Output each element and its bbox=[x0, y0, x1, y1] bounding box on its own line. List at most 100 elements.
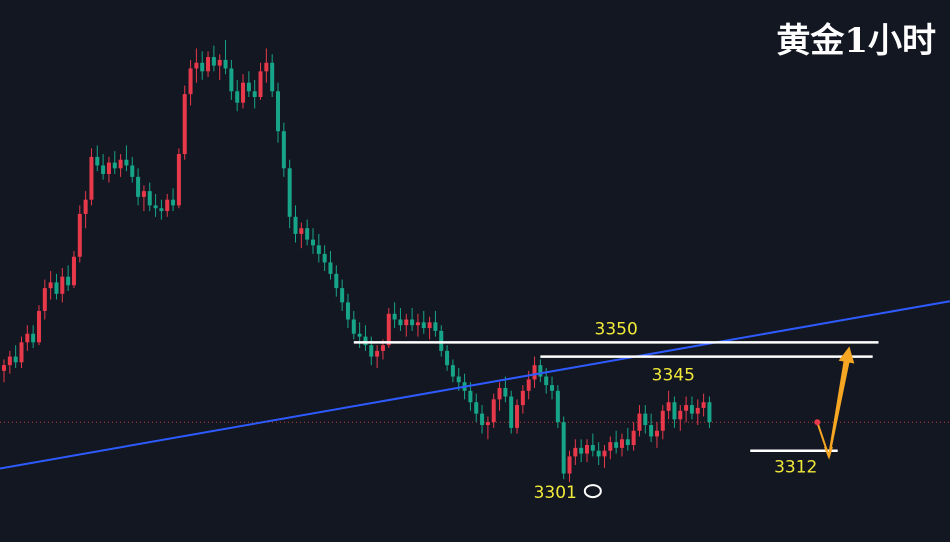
candle bbox=[176, 148, 181, 209]
candle-body bbox=[25, 333, 30, 343]
candle-body bbox=[602, 450, 607, 457]
low-marker-circle bbox=[583, 484, 602, 499]
candle bbox=[252, 79, 257, 109]
candle-body bbox=[631, 430, 636, 446]
candle-body bbox=[550, 385, 555, 391]
candle-body bbox=[264, 62, 269, 72]
candle bbox=[567, 450, 572, 483]
candle-body bbox=[386, 313, 391, 346]
candle bbox=[95, 145, 100, 172]
candle-body bbox=[334, 273, 339, 289]
candle bbox=[404, 313, 409, 337]
candle-body bbox=[136, 176, 141, 197]
candles-layer bbox=[2, 39, 712, 483]
candle bbox=[293, 205, 298, 243]
candle bbox=[287, 159, 292, 229]
candle-body bbox=[573, 447, 578, 457]
candle bbox=[188, 59, 193, 106]
candle bbox=[602, 445, 607, 468]
candle bbox=[515, 399, 520, 434]
candle-body bbox=[666, 402, 671, 411]
candle bbox=[241, 74, 246, 109]
candle bbox=[130, 156, 135, 183]
candle-body bbox=[351, 319, 356, 334]
candle bbox=[590, 433, 595, 457]
candle-body bbox=[165, 199, 170, 212]
candle bbox=[585, 439, 589, 463]
candle-body bbox=[83, 199, 88, 214]
candle bbox=[491, 393, 496, 428]
candle-body bbox=[480, 413, 485, 426]
candle bbox=[54, 273, 59, 300]
candle bbox=[666, 390, 671, 420]
candle bbox=[42, 279, 47, 320]
candle-body bbox=[637, 413, 642, 431]
candle-body bbox=[36, 310, 41, 343]
candle bbox=[118, 154, 123, 177]
candle-body bbox=[229, 68, 234, 92]
chart-title: 黄金1小时 bbox=[776, 21, 936, 61]
candle bbox=[450, 359, 455, 383]
levels-layer: 3350 3345 3312 bbox=[353, 319, 879, 478]
candle bbox=[351, 310, 356, 340]
candle bbox=[2, 359, 6, 383]
candle-body bbox=[299, 228, 304, 234]
candle bbox=[13, 345, 18, 368]
candle-body bbox=[322, 253, 327, 263]
candle-body bbox=[118, 159, 123, 169]
candle bbox=[392, 302, 397, 329]
candle bbox=[334, 265, 339, 297]
candle-body bbox=[596, 450, 601, 457]
candle-body bbox=[375, 350, 380, 357]
candle-body bbox=[427, 322, 432, 329]
candle-body bbox=[491, 399, 496, 423]
candle bbox=[200, 51, 205, 80]
candle-body bbox=[660, 410, 665, 431]
candle-body bbox=[130, 165, 135, 177]
candle bbox=[398, 308, 403, 331]
candle-body bbox=[71, 256, 76, 286]
candle bbox=[660, 405, 665, 440]
candle bbox=[66, 265, 71, 291]
candle bbox=[427, 316, 432, 340]
candle-body bbox=[643, 413, 648, 426]
candle bbox=[573, 439, 578, 465]
candle-body bbox=[13, 356, 18, 363]
candle bbox=[532, 356, 537, 388]
candle-body bbox=[585, 445, 589, 454]
current-price-dot bbox=[814, 419, 821, 426]
candle bbox=[439, 325, 444, 357]
candle-body bbox=[509, 396, 514, 428]
candle bbox=[136, 168, 141, 206]
candle bbox=[7, 350, 12, 374]
candle-body bbox=[701, 402, 706, 408]
candle-body bbox=[474, 402, 479, 414]
candle-body bbox=[310, 239, 315, 246]
candle bbox=[31, 325, 36, 349]
candle-body bbox=[532, 365, 537, 380]
candle-body bbox=[649, 425, 654, 437]
candle-body bbox=[485, 422, 490, 426]
candle-body bbox=[684, 405, 689, 411]
candle bbox=[194, 48, 199, 83]
candle-body bbox=[2, 365, 6, 371]
candle-body bbox=[678, 410, 683, 420]
candle bbox=[445, 345, 450, 371]
candle-body bbox=[200, 62, 205, 72]
candle bbox=[468, 382, 473, 411]
candle-body bbox=[625, 439, 630, 446]
candle bbox=[503, 376, 508, 403]
candle bbox=[608, 436, 613, 460]
candle-body bbox=[31, 333, 36, 343]
candle-body bbox=[404, 319, 409, 326]
annotations-layer: 3301 bbox=[534, 346, 855, 503]
candle bbox=[71, 251, 76, 289]
candle-body bbox=[19, 342, 24, 363]
candle-body bbox=[567, 456, 572, 474]
candle-body bbox=[241, 82, 246, 103]
candle bbox=[684, 396, 689, 423]
candle-body bbox=[450, 365, 455, 377]
candle bbox=[485, 416, 490, 440]
candle bbox=[561, 416, 566, 480]
candle bbox=[223, 39, 228, 75]
